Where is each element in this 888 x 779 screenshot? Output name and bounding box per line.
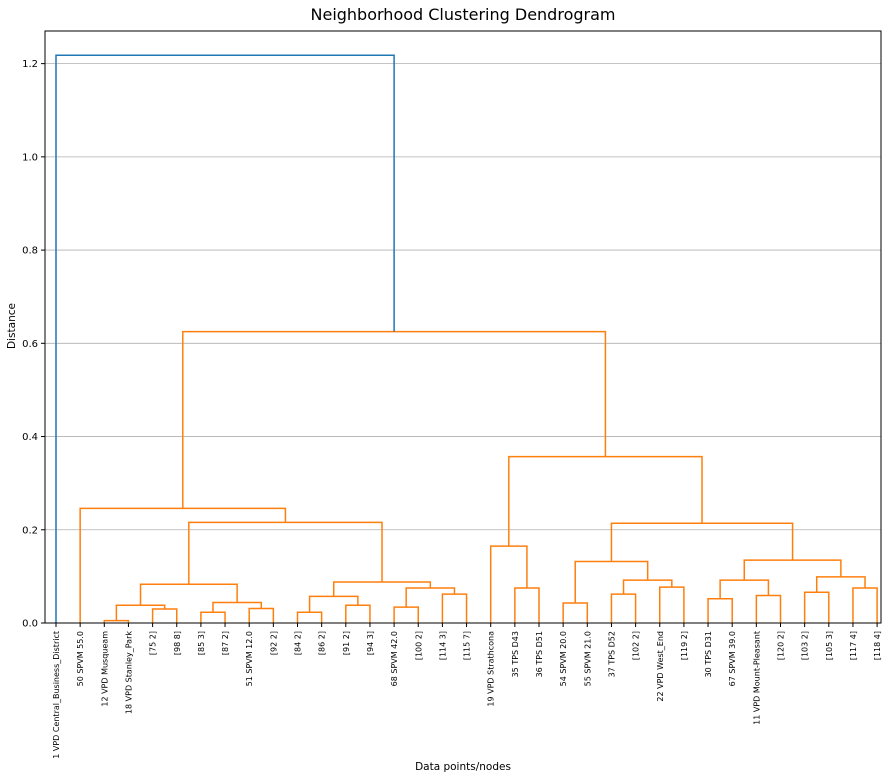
y-axis: 0.0 0.2 0.4 0.6 0.8 1.0 1.2 xyxy=(22,59,45,630)
dendrogram-link xyxy=(79,507,287,623)
y-tick-label: 1.2 xyxy=(22,59,38,70)
leaf-label: 12 VPD Musqueam xyxy=(100,631,109,707)
leaf-label: [84 2] xyxy=(294,631,303,655)
dendrogram-link xyxy=(441,593,468,623)
dendrogram-link xyxy=(151,608,178,623)
leaf-label: 35 TPS D43 xyxy=(511,631,520,677)
dendrogram-link xyxy=(514,587,540,623)
dendrogram-link xyxy=(489,545,528,623)
dendrogram-link xyxy=(296,611,323,623)
dendrogram-link xyxy=(308,595,359,613)
chart-title: Neighborhood Clustering Dendrogram xyxy=(311,5,616,24)
leaf-label: 54 SPVM 20.0 xyxy=(559,631,568,686)
dendrogram-link xyxy=(212,601,263,613)
leaf-label: [105 3] xyxy=(825,631,834,660)
leaf-label: [100 2] xyxy=(414,631,423,660)
dendrogram-link xyxy=(562,602,589,623)
dendrogram-link xyxy=(393,606,419,623)
plot-frame xyxy=(44,30,882,624)
leaf-label: 36 TPS D51 xyxy=(535,631,544,677)
dendrogram-link xyxy=(345,604,371,623)
dendrogram-link xyxy=(200,611,226,623)
leaf-label: [92 2] xyxy=(269,631,278,655)
dendrogram-link xyxy=(610,593,637,623)
y-tick-label: 0.8 xyxy=(22,246,38,257)
leaf-label: [91 2] xyxy=(342,631,351,655)
dendrogram-link xyxy=(707,598,733,623)
leaf-label: 30 TPS D31 xyxy=(704,631,713,677)
dendrogram-link xyxy=(755,594,782,623)
dendrogram-link xyxy=(115,604,166,621)
leaf-label: [98 8] xyxy=(173,631,182,655)
dendrogram-link xyxy=(55,54,395,623)
dendrogram-link xyxy=(852,587,878,623)
dendrogram-link xyxy=(188,521,383,585)
y-tick-label: 0.6 xyxy=(22,339,38,350)
dendrogram-link xyxy=(332,581,432,597)
dendrogram-link xyxy=(248,607,275,623)
grid-lines xyxy=(45,63,881,624)
dendrogram-link xyxy=(182,330,607,509)
leaf-label: 19 VPD Strathcona xyxy=(487,631,496,707)
leaf-label: 22 VPD West_End xyxy=(656,631,665,702)
leaf-label: [115 7] xyxy=(463,631,472,660)
leaf-label: [75 2] xyxy=(149,631,158,655)
y-axis-label: Distance xyxy=(6,303,18,349)
dendrogram-link xyxy=(508,455,703,547)
leaf-label: [102 2] xyxy=(632,631,641,660)
leaf-label: [86 2] xyxy=(318,631,327,655)
y-tick-label: 0.0 xyxy=(22,619,38,630)
dendrogram-links xyxy=(55,54,878,623)
y-tick-label: 0.4 xyxy=(22,432,38,443)
leaf-label: [119 2] xyxy=(680,631,689,660)
y-tick-label: 1.0 xyxy=(22,152,38,163)
dendrogram-link xyxy=(803,591,830,623)
dendrogram-link xyxy=(815,576,866,593)
y-tick-label: 0.2 xyxy=(22,525,38,536)
dendrogram-link xyxy=(743,559,842,581)
leaf-label: 37 TPS D52 xyxy=(607,631,616,677)
leaf-label: 50 SPVM 55.0 xyxy=(76,631,85,686)
leaf-label: [118 4] xyxy=(873,631,882,660)
leaf-label: 55 SPVM 21.0 xyxy=(583,631,592,686)
leaf-label: [120 2] xyxy=(777,631,786,660)
leaf-label: [114 3] xyxy=(438,631,447,660)
leaf-label: 11 VPD Mount-Pleasant xyxy=(752,631,761,725)
leaf-label: 18 VPD Stanley_Park xyxy=(124,631,133,714)
leaf-label: 51 SPVM 12.0 xyxy=(245,631,254,686)
dendrogram-link xyxy=(610,522,794,562)
leaf-label: [85 3] xyxy=(197,631,206,655)
leaf-label: 67 SPVM 39.0 xyxy=(728,631,737,686)
leaf-label: [87 2] xyxy=(221,631,230,655)
x-axis-label: Data points/nodes xyxy=(415,761,511,773)
leaf-label: [94 3] xyxy=(366,631,375,655)
leaf-label: [117 4] xyxy=(849,631,858,660)
leaf-label: 1 VPD Central_Business_District xyxy=(52,631,61,759)
x-axis: 1 VPD Central_Business_District 50 SPVM 5… xyxy=(52,623,882,759)
leaf-label: [103 2] xyxy=(801,631,810,660)
dendrogram-link xyxy=(659,586,685,623)
leaf-label: 68 SPVM 42.0 xyxy=(390,631,399,686)
dendrogram-link xyxy=(405,587,456,608)
